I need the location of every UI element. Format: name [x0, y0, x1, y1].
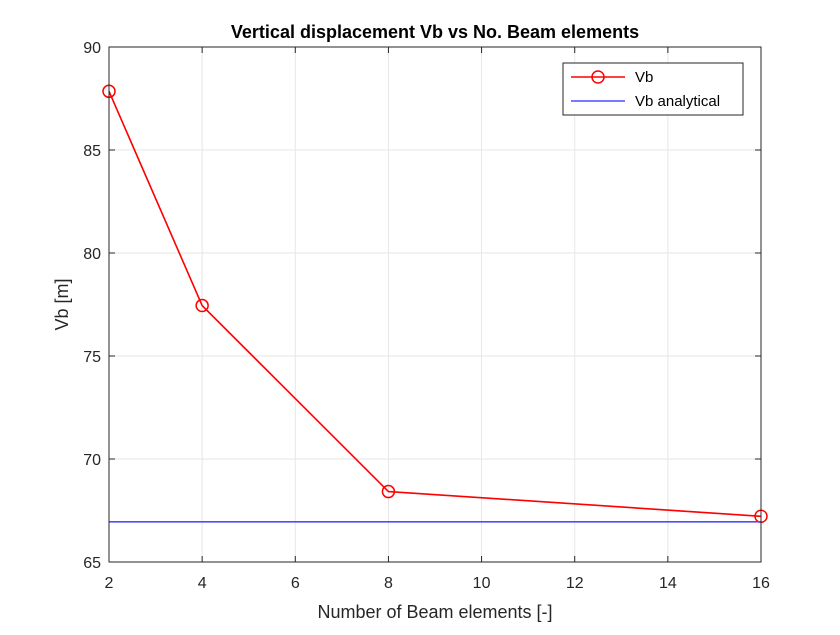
y-tick-label: 75 — [83, 349, 101, 366]
data-point-vb — [195, 298, 209, 313]
chart-title: Vertical displacement Vb vs No. Beam ele… — [231, 22, 639, 42]
legend-box — [562, 62, 744, 116]
legend-label-vb: Vb — [635, 69, 653, 86]
x-axis-title: Number of Beam elements [-] — [317, 602, 552, 622]
x-tick-label: 12 — [566, 575, 584, 592]
series-line-vb — [108, 90, 762, 518]
y-tick-label: 80 — [83, 246, 101, 263]
x-tick-label: 4 — [198, 575, 207, 592]
y-tick-label: 65 — [83, 555, 101, 572]
data-point-vb — [381, 484, 396, 499]
x-tick-label: 8 — [384, 575, 393, 592]
x-tick-label: 2 — [105, 575, 114, 592]
axes-frame — [108, 46, 762, 563]
ticks: 2 4 6 8 10 12 14 16 65 70 75 80 85 90 — [83, 40, 770, 592]
legend: Vb Vb analytical — [562, 62, 744, 116]
y-axis-title: Vb [m] — [52, 278, 72, 330]
legend-marker-vb — [591, 70, 605, 84]
y-tick-label: 90 — [83, 40, 101, 57]
plot-area — [109, 47, 761, 562]
x-tick-label: 14 — [659, 575, 677, 592]
y-tick-label: 70 — [83, 452, 101, 469]
x-tick-label: 16 — [752, 575, 770, 592]
x-tick-label: 10 — [473, 575, 491, 592]
legend-label-vb-analytical: Vb analytical — [635, 93, 720, 110]
y-tick-label: 85 — [83, 143, 101, 160]
x-tick-label: 6 — [291, 575, 300, 592]
